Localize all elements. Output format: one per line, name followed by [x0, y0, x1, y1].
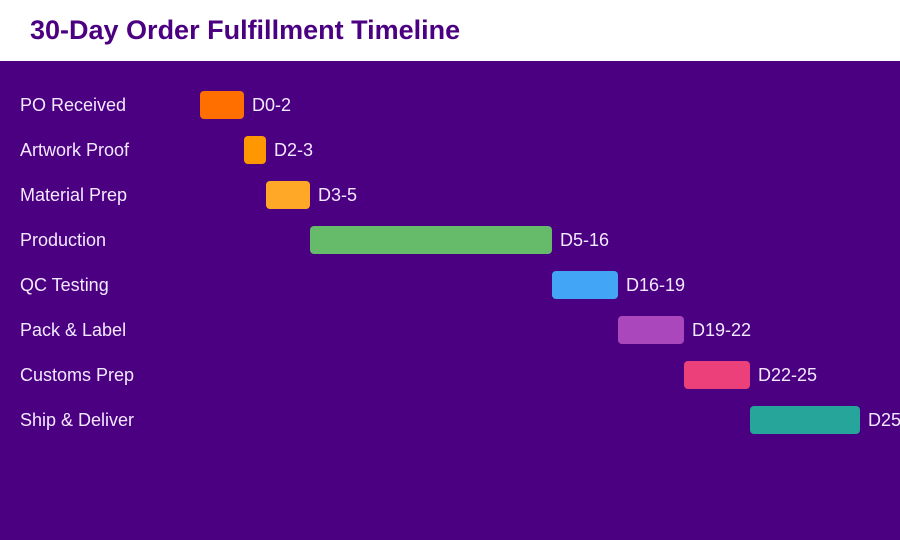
value-label: D22-25 — [758, 365, 817, 385]
value-label: D5-16 — [560, 230, 609, 250]
value-label: D19-22 — [692, 320, 751, 340]
row-label: PO Received — [20, 95, 126, 115]
value-label: D16-19 — [626, 275, 685, 295]
bar — [200, 91, 244, 119]
header-band — [0, 0, 900, 61]
value-label: D0-2 — [252, 95, 291, 115]
value-label: D3-5 — [318, 185, 357, 205]
row-label: Ship & Deliver — [20, 410, 134, 430]
value-label: D2-3 — [274, 140, 313, 160]
bar — [618, 316, 684, 344]
bar — [244, 136, 266, 164]
row-label: Pack & Label — [20, 320, 126, 340]
row-label: Production — [20, 230, 106, 250]
bar — [552, 271, 618, 299]
bar — [750, 406, 860, 434]
bar — [684, 361, 750, 389]
value-label: D25-30 — [868, 410, 900, 430]
row-label: QC Testing — [20, 275, 109, 295]
row-label: Material Prep — [20, 185, 127, 205]
chart-title: 30-Day Order Fulfillment Timeline — [30, 15, 460, 45]
row-label: Customs Prep — [20, 365, 134, 385]
bar — [266, 181, 310, 209]
bar — [310, 226, 552, 254]
row-label: Artwork Proof — [20, 140, 130, 160]
plot-background — [0, 61, 900, 540]
